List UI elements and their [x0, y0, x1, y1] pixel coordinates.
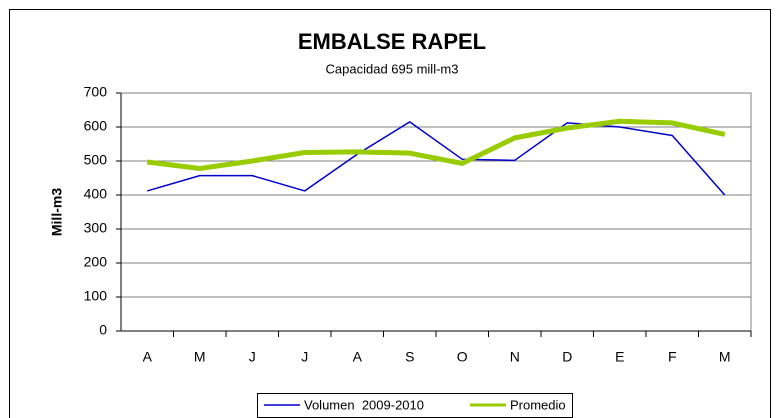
- y-tick-label: 100: [84, 288, 108, 304]
- x-tick-label: F: [668, 349, 677, 365]
- y-tick-label: 500: [84, 152, 108, 168]
- x-tick-label: D: [562, 349, 572, 365]
- y-tick-label: 700: [84, 84, 108, 100]
- x-tick-label: O: [457, 349, 468, 365]
- series-line: [147, 121, 726, 196]
- x-tick-label: J: [301, 349, 308, 365]
- x-tick-label: N: [510, 349, 520, 365]
- legend-box: [257, 393, 573, 418]
- y-tick-label: 0: [99, 322, 107, 338]
- y-tick-label: 200: [84, 254, 108, 270]
- y-tick-label: 300: [84, 220, 108, 236]
- chart-subtitle: Capacidad 695 mill-m3: [326, 61, 459, 76]
- x-tick-label: S: [405, 349, 414, 365]
- x-tick-label: M: [194, 349, 206, 365]
- x-tick-label: A: [353, 349, 363, 365]
- legend-label: Promedio: [510, 397, 566, 412]
- y-axis-label: Mill-m3: [49, 188, 65, 236]
- y-tick-label: 600: [84, 118, 108, 134]
- chart-title: EMBALSE RAPEL: [298, 29, 486, 54]
- x-tick-label: E: [615, 349, 624, 365]
- y-tick-label: 400: [84, 186, 108, 202]
- chart-frame: [9, 9, 771, 418]
- x-tick-label: J: [249, 349, 256, 365]
- series-line: [146, 118, 726, 171]
- legend: Volumen 2009-2010 Promedio: [257, 393, 573, 418]
- x-tick-label: A: [143, 349, 153, 365]
- legend-label: Volumen 2009-2010: [304, 397, 424, 412]
- x-tick-label: M: [719, 349, 731, 365]
